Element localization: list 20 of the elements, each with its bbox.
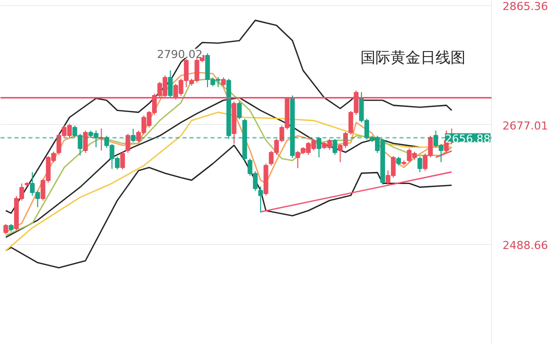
line-series bbox=[5, 97, 420, 238]
y-tick-label: 2677.01 bbox=[502, 119, 548, 132]
candlestick bbox=[237, 101, 242, 120]
candlestick bbox=[3, 223, 8, 235]
candlestick bbox=[258, 186, 263, 213]
candlestick bbox=[126, 133, 130, 154]
candlestick bbox=[83, 130, 88, 154]
candlestick bbox=[168, 70, 173, 98]
text: 国际黄金日线图 bbox=[360, 48, 466, 66]
candlestick bbox=[417, 156, 422, 173]
y-tick-label: 2865.36 bbox=[502, 0, 548, 13]
ref-line-label: 2656.88 bbox=[445, 132, 491, 146]
candlestick bbox=[98, 128, 104, 151]
candlestick bbox=[130, 128, 136, 143]
y-tick-label: 2488.66 bbox=[502, 238, 548, 252]
annotation: 2790.02 bbox=[157, 48, 203, 61]
candlestick bbox=[316, 136, 322, 158]
candlestick bbox=[120, 151, 125, 170]
candlestick bbox=[332, 138, 338, 156]
line-series bbox=[5, 144, 452, 268]
